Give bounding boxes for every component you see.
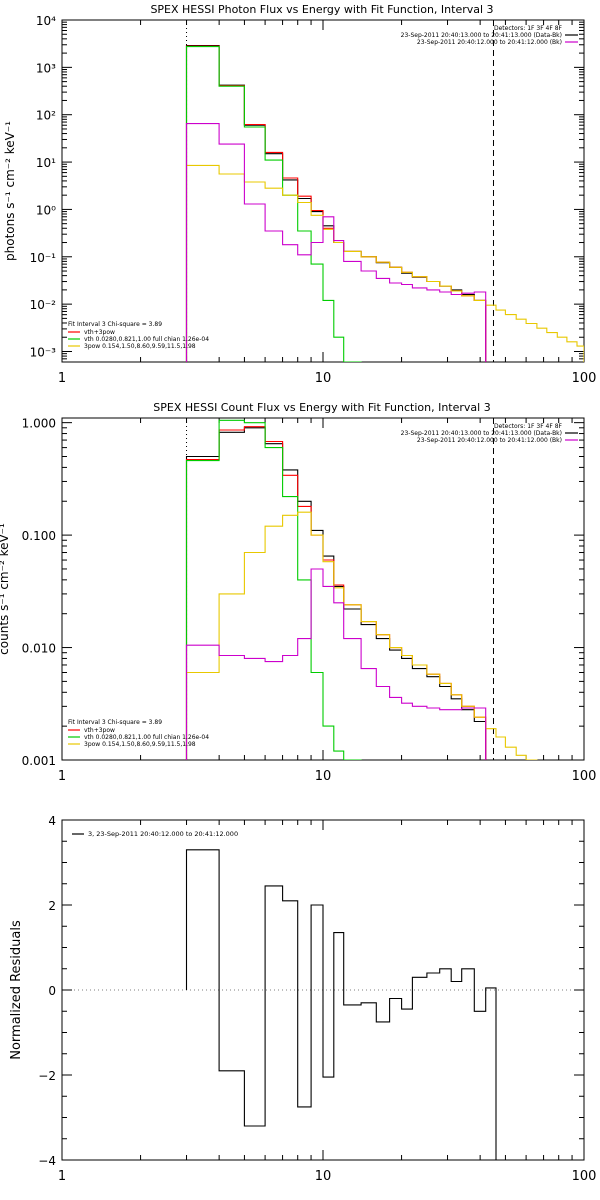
y-tick-label: 0.010 xyxy=(22,642,56,656)
series-line-bk xyxy=(185,123,487,362)
x-tick-label: 1 xyxy=(58,769,66,784)
y-tick-label: 10⁻¹ xyxy=(30,251,57,265)
y-tick-label: 10⁻² xyxy=(30,298,57,312)
y-tick-label: −4 xyxy=(38,1154,56,1168)
info-line: 23-Sep-2011 20:40:13.000 to 20:41:13.000… xyxy=(401,32,562,39)
info-line: 23-Sep-2011 20:40:12.000 to 20:41:12.000… xyxy=(417,437,562,444)
info-line: Detectors: 1F 3F 4F 8F xyxy=(494,25,563,32)
chart-title: SPEX HESSI Count Flux vs Energy with Fit… xyxy=(153,401,490,414)
x-tick-label: 1 xyxy=(58,371,66,386)
series-line-data-bk xyxy=(185,427,487,760)
info-line: 23-Sep-2011 20:40:12.000 to 20:41:12.000… xyxy=(417,39,562,46)
panel-count-flux: SPEX HESSI Count Flux vs Energy with Fit… xyxy=(0,401,596,784)
panel-photon-flux: SPEX HESSI Photon Flux vs Energy with Fi… xyxy=(3,3,596,386)
x-tick-label: 100 xyxy=(572,1169,597,1184)
legend-label: 3, 23-Sep-2011 20:40:12.000 to 20:41:12.… xyxy=(88,830,238,838)
series-line-3pow xyxy=(185,511,538,760)
series-line-bk xyxy=(185,568,487,760)
chart-title: SPEX HESSI Photon Flux vs Energy with Fi… xyxy=(150,3,493,16)
panel-residuals: 1 10 100 −4 −2 0 2 4 3, 23-Sep-2011 20:40:12.000… xyxy=(9,814,596,1184)
y-tick-label: 0.100 xyxy=(22,529,56,543)
y-axis-label: photons s⁻¹ cm⁻² keV⁻¹ xyxy=(3,121,17,261)
x-tick-label: 100 xyxy=(572,371,597,386)
x-tick-label: 10 xyxy=(315,769,332,784)
x-tick-label: 10 xyxy=(315,1169,332,1184)
y-tick-label: −2 xyxy=(38,1069,56,1083)
y-tick-label: 10² xyxy=(36,109,56,123)
legend-header: Fit Interval 3 Chi-square = 3.89 xyxy=(68,719,162,726)
legend-label: vth+3pow xyxy=(84,329,115,336)
series-line-data-bk xyxy=(185,44,487,362)
info-line: Detectors: 1F 3F 4F 8F xyxy=(494,423,563,430)
y-tick-label: 10⁴ xyxy=(36,14,56,28)
y-axis-label: counts s⁻¹ cm⁻² keV⁻¹ xyxy=(0,523,11,655)
legend-header: Fit Interval 3 Chi-square = 3.89 xyxy=(68,321,162,328)
y-axis-label: Normalized Residuals xyxy=(9,920,24,1060)
y-tick-label: 10⁰ xyxy=(36,203,56,217)
x-tick-label: 10 xyxy=(315,371,332,386)
y-tick-label: 1.000 xyxy=(22,417,56,431)
x-tick-label: 1 xyxy=(58,1169,66,1184)
y-tick-label: 0 xyxy=(48,984,56,998)
legend-label: 3pow 0.154,1.50,8.60,9.59,11.5,1.98 xyxy=(84,343,196,350)
series-line-3pow xyxy=(185,164,584,362)
series-line-vth-3pow xyxy=(185,45,487,362)
legend-label: vth 0.0280,0.821,1.00 full chian 1.26e-0… xyxy=(84,336,209,343)
series-line-residuals xyxy=(185,849,497,1160)
series-line-vth xyxy=(185,419,362,760)
series-line-vth-3pow xyxy=(185,426,487,760)
x-tick-label: 100 xyxy=(572,769,597,784)
legend-label: 3pow 0.154,1.50,8.60,9.59,11.5,1.98 xyxy=(84,741,196,748)
y-tick-label: 2 xyxy=(48,899,56,913)
legend-label: vth 0.0280,0.821,1.00 full chian 1.26e-0… xyxy=(84,734,209,741)
y-tick-label: 4 xyxy=(48,814,56,828)
y-tick-label: 10³ xyxy=(36,61,56,75)
legend-label: vth+3pow xyxy=(84,727,115,734)
y-tick-label: 0.001 xyxy=(22,754,56,768)
y-tick-label: 10⁻³ xyxy=(30,345,57,359)
series-line-vth xyxy=(185,46,362,362)
info-line: 23-Sep-2011 20:40:13.000 to 20:41:13.000… xyxy=(401,430,562,437)
y-tick-label: 10¹ xyxy=(36,156,56,170)
